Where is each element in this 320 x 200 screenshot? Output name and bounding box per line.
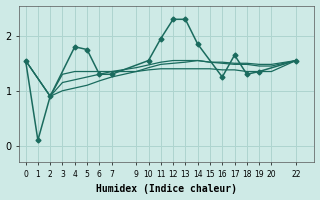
X-axis label: Humidex (Indice chaleur): Humidex (Indice chaleur) [96,184,237,194]
